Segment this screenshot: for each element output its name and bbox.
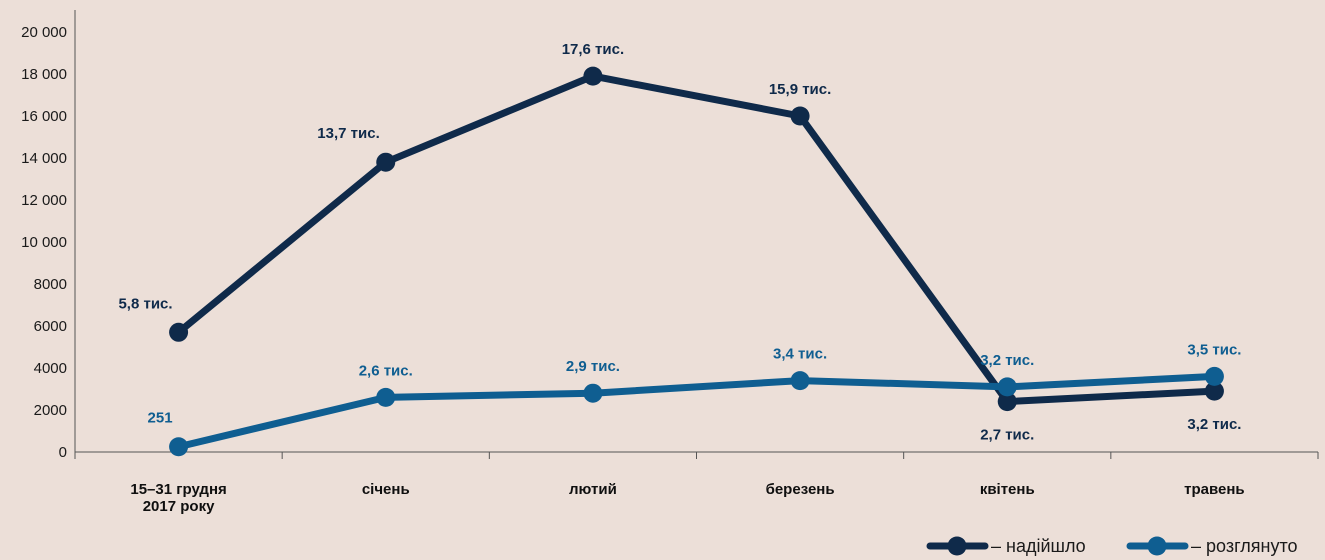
data-label-received: 17,6 тис.: [562, 41, 624, 58]
x-tick-label: травень: [1184, 481, 1245, 498]
data-label-received: 15,9 тис.: [769, 81, 831, 98]
data-point-received: [1204, 381, 1224, 401]
data-label-received: 3,2 тис.: [1187, 416, 1241, 433]
data-label-reviewed: 251: [148, 410, 173, 427]
data-label-reviewed: 3,2 тис.: [980, 352, 1034, 369]
data-label-received: 5,8 тис.: [118, 295, 172, 312]
legend-label: – розглянуто: [1191, 536, 1298, 556]
data-label-reviewed: 3,4 тис.: [773, 346, 827, 363]
y-tick-label: 20 000: [21, 24, 67, 41]
y-tick-label: 8000: [34, 276, 67, 293]
data-point-received: [997, 392, 1017, 412]
y-tick-label: 16 000: [21, 108, 67, 125]
data-label-reviewed: 3,5 тис.: [1187, 341, 1241, 358]
data-point-received: [376, 152, 396, 172]
data-point-reviewed: [169, 437, 189, 457]
data-label-received: 2,7 тис.: [980, 427, 1034, 444]
x-tick-label: лютий: [569, 481, 617, 498]
legend-swatch-marker: [1147, 536, 1167, 556]
x-tick-label: квітень: [980, 481, 1035, 498]
legend-swatch-marker: [947, 536, 967, 556]
y-tick-label: 0: [59, 444, 67, 461]
y-tick-label: 2000: [34, 402, 67, 419]
y-tick-label: 10 000: [21, 234, 67, 251]
data-point-received: [583, 66, 603, 86]
data-point-reviewed: [997, 377, 1017, 397]
data-label-reviewed: 2,6 тис.: [359, 362, 413, 379]
data-point-reviewed: [1204, 366, 1224, 386]
y-tick-label: 6000: [34, 318, 67, 335]
data-point-received: [790, 106, 810, 126]
x-tick-label: 15–31 грудня 2017 року: [130, 481, 226, 515]
data-point-reviewed: [583, 383, 603, 403]
y-axis: 0 2000 4000 6000 8000 10 000 12 000 14 000 16 00…: [21, 10, 76, 461]
x-tick-label: січень: [362, 481, 410, 498]
y-tick-label: 4000: [34, 360, 67, 377]
series-layer: [169, 66, 1224, 457]
data-label-reviewed: 2,9 тис.: [566, 358, 620, 375]
y-tick-label: 18 000: [21, 66, 67, 83]
data-label-received: 13,7 тис.: [317, 125, 379, 142]
data-point-reviewed: [790, 371, 810, 391]
y-tick-label: 14 000: [21, 150, 67, 167]
data-labels: 5,8 тис. 13,7 тис. 17,6 тис. 15,9 тис. 2,7 т…: [118, 41, 1241, 444]
series-line-reviewed: [175, 372, 1218, 451]
legend-label: – надійшло: [991, 536, 1086, 556]
data-point-received: [169, 322, 189, 342]
series-line-received: [175, 72, 1218, 406]
x-tick-label: березень: [766, 481, 835, 498]
x-axis: 15–31 грудня 2017 року січень лютий березень…: [74, 451, 1319, 515]
y-tick-label: 12 000: [21, 192, 67, 209]
legend: – надійшло – розглянуто: [926, 536, 1298, 556]
data-point-reviewed: [376, 387, 396, 407]
